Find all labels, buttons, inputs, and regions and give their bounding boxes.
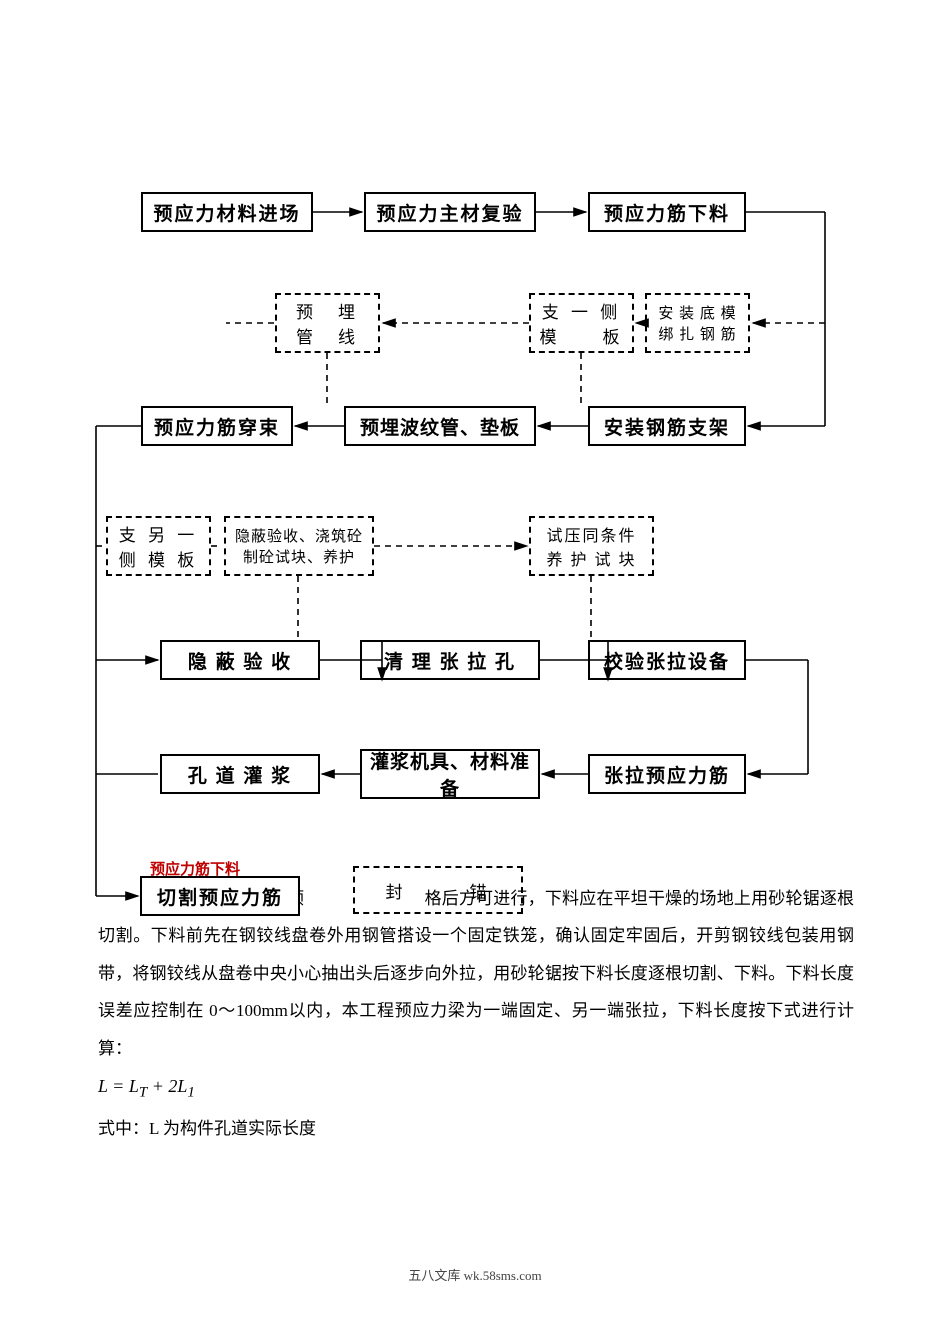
formula: L = LT + 2L1 (98, 1076, 195, 1096)
box-s7: 校验张拉设备 (588, 640, 746, 680)
box-s6: 预应力筋穿束 (141, 406, 293, 446)
label: 预 埋 管 线 (296, 298, 359, 348)
box-s1: 预应力材料进场 (141, 192, 313, 232)
body-para: 切割预应力筋切割预料在预封锚封锚封锚封格后方可进行，下料应在平坦干燥的场地上用砂… (98, 880, 854, 1147)
box-s12: 孔 道 灌 浆 (160, 754, 320, 794)
bt-line2: 式中：L 为构件孔道实际长度 (98, 1119, 316, 1138)
box-s11: 灌浆机具、材料准备 (360, 749, 540, 799)
label: 切割预应力筋 (157, 883, 283, 910)
label: 预应力主材复验 (376, 199, 523, 226)
box-s3: 预应力筋下料 (588, 192, 746, 232)
dbox-d2: 支 一 侧 模 板 (529, 293, 634, 353)
label: 安装钢筋支架 (604, 413, 730, 440)
label: 试压同条件 养 护 试 块 (546, 522, 636, 570)
label: 清 理 张 拉 孔 (384, 647, 516, 674)
label: 预应力筋穿束 (154, 413, 280, 440)
dbox-d6: 试压同条件 养 护 试 块 (529, 516, 654, 576)
box-s8: 清 理 张 拉 孔 (360, 640, 540, 680)
label: 校验张拉设备 (604, 647, 730, 674)
label: 预埋波纹管、垫板 (360, 413, 520, 440)
label: 孔 道 灌 浆 (188, 761, 292, 788)
label: 支 另 一 侧 模 板 (119, 521, 199, 571)
label: 支 一 侧 模 板 (540, 298, 624, 348)
label: 预应力筋下料 (604, 199, 730, 226)
label: 灌浆机具、材料准备 (366, 747, 534, 801)
box-s13: 切割预应力筋 (140, 876, 300, 916)
footer: 五八文库 wk.58sms.com (0, 1265, 950, 1284)
box-s10: 张拉预应力筋 (588, 754, 746, 794)
label: 张拉预应力筋 (604, 761, 730, 788)
footer-text: 五八文库 wk.58sms.com (408, 1268, 541, 1283)
label: 预应力材料进场 (153, 199, 300, 226)
dbox-d5: 隐蔽验收、浇筑砼 制砼试块、养护 (224, 516, 374, 576)
box-s4: 安装钢筋支架 (588, 406, 746, 446)
label: 隐 蔽 验 收 (188, 647, 292, 674)
label: 安 装 底 模 绑 扎 钢 筋 (658, 302, 736, 344)
box-s5: 预埋波纹管、垫板 (344, 406, 536, 446)
box-s2: 预应力主材复验 (364, 192, 536, 232)
box-s9: 隐 蔽 验 收 (160, 640, 320, 680)
dbox-d1: 预 埋 管 线 (275, 293, 380, 353)
label: 隐蔽验收、浇筑砼 制砼试块、养护 (235, 525, 363, 567)
diagram-canvas: 预应力材料进场 预应力主材复验 预应力筋下料 安装钢筋支架 预埋波纹管、垫板 预… (0, 0, 950, 1344)
dbox-d4: 支 另 一 侧 模 板 (106, 516, 211, 576)
dbox-d3: 安 装 底 模 绑 扎 钢 筋 (645, 293, 750, 353)
